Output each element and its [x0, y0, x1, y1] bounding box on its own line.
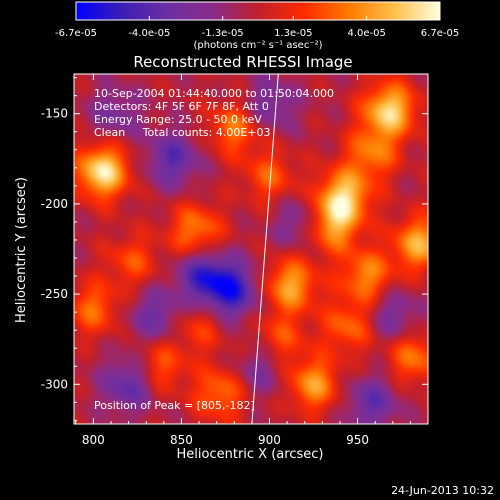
- y-axis: -150 -200 -250 -300: [41, 77, 428, 421]
- colorbar-tick-label: -6.7e-05: [55, 28, 97, 39]
- colorbar-tick-label: -4.0e-05: [128, 28, 170, 39]
- solar-limb-line: [251, 74, 279, 424]
- plot-frame: [73, 73, 429, 425]
- colorbar-tick-label: -1.3e-05: [202, 28, 244, 39]
- annotation-time-range: 10-Sep-2004 01:44:40.000 to 01:50:04.000: [94, 87, 334, 100]
- annotation-detectors: Detectors: 4F 5F 6F 7F 8F, Att 0: [94, 100, 269, 113]
- y-axis-label: Heliocentric Y (arcsec): [14, 177, 29, 323]
- colorbar: -6.7e-05 -4.0e-05 -1.3e-05 1.3e-05 4.0e-05 6.…: [55, 1, 459, 51]
- annotation-energy-range: Energy Range: 25.0 - 50.0 keV: [94, 113, 262, 126]
- colorbar-tick-label: 6.7e-05: [421, 28, 459, 39]
- x-axis: 800 850 900 950: [75, 74, 429, 447]
- annotation-block: 10-Sep-2004 01:44:40.000 to 01:50:04.000…: [94, 87, 334, 139]
- colorbar-tick-label: 1.3e-05: [274, 28, 312, 39]
- x-tick-label: 800: [82, 433, 105, 447]
- x-axis-label: Heliocentric X (arcsec): [177, 447, 324, 462]
- x-tick-label: 900: [258, 433, 281, 447]
- y-tick-label: -250: [41, 287, 68, 301]
- heatmap-image: [74, 74, 428, 424]
- timestamp-label: 24-Jun-2013 10:32: [391, 484, 494, 497]
- y-tick-label: -200: [41, 197, 68, 211]
- x-tick-label: 850: [170, 433, 193, 447]
- chart-title: Reconstructed RHESSI Image: [133, 53, 352, 71]
- annotation-clean-counts: Clean Total counts: 4.00E+03: [94, 126, 271, 139]
- peak-position-label: Position of Peak = [805,-182]: [94, 399, 255, 412]
- x-tick-label: 950: [346, 433, 369, 447]
- colorbar-tick-label: 4.0e-05: [347, 28, 385, 39]
- colorbar-gradient: [75, 1, 441, 21]
- y-tick-label: -300: [41, 377, 68, 391]
- colorbar-unit-label: (photons cm⁻² s⁻¹ asec⁻²): [193, 40, 322, 51]
- y-tick-label: -150: [41, 107, 68, 121]
